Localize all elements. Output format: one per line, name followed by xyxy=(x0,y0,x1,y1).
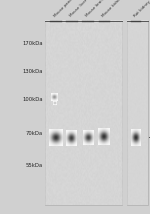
Text: 70kDa: 70kDa xyxy=(26,131,43,136)
Text: 100kDa: 100kDa xyxy=(22,97,43,102)
Text: Mouse pancreas: Mouse pancreas xyxy=(53,0,79,18)
Text: Mouse kidney: Mouse kidney xyxy=(101,0,124,18)
Text: Rat kidney: Rat kidney xyxy=(133,0,150,18)
Text: Mouse brain: Mouse brain xyxy=(85,0,106,18)
Text: 130kDa: 130kDa xyxy=(22,69,43,74)
Text: 170kDa: 170kDa xyxy=(22,41,43,46)
Text: Mouse liver: Mouse liver xyxy=(68,0,88,18)
Bar xyxy=(45,21,122,205)
Bar xyxy=(127,21,148,205)
Text: 55kDa: 55kDa xyxy=(26,163,43,168)
